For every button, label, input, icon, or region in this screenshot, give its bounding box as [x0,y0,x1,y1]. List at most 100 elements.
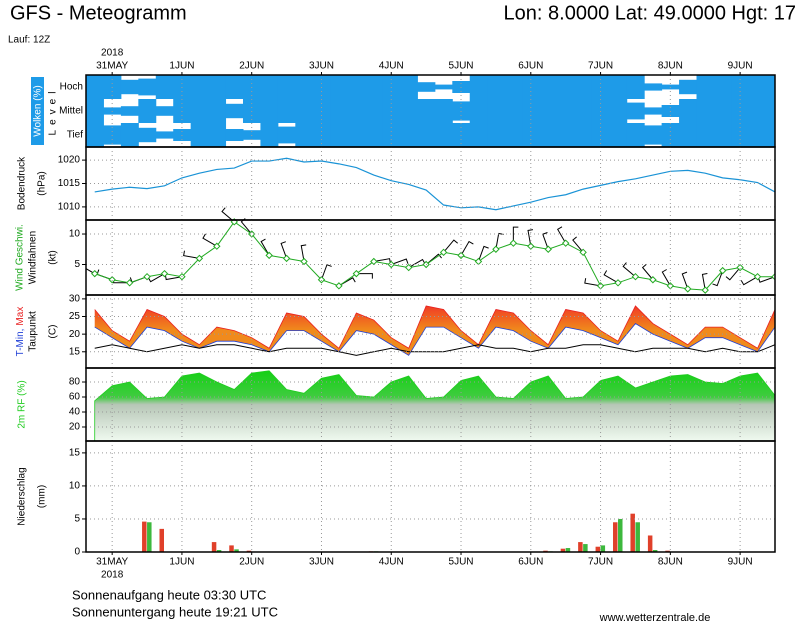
cloud-cell [696,75,715,99]
wind-barb [221,207,235,223]
y-axis-label: 2m RF (%) [17,380,28,428]
wind-barb [183,250,200,259]
wind-barb [96,269,113,281]
x-tick-label: 6JUN [518,61,543,72]
wind-barb [740,276,758,286]
y-axis-unit: (kt) [48,250,59,264]
wind-speed-marker [108,276,116,284]
legend-dewpoint: Taupunkt [28,311,39,352]
wind-barb [557,226,567,244]
cloud-cell [347,75,366,99]
legend-wind-barbs: Windfahnen [28,231,39,284]
cloud-cell [696,99,715,123]
wind-speed-marker [143,272,151,281]
precip-bar [229,545,234,552]
x-tick-label: 5JUN [449,557,474,568]
wind-barb [460,240,474,256]
cloud-cell [434,84,453,90]
cloud-cell [365,99,384,123]
x-tick-label: 8JUN [658,61,683,72]
cloud-cell [277,99,296,123]
run: Lauf: 12Z [8,35,50,46]
cloud-cell [138,127,157,143]
cloud-cell [556,99,575,123]
wind-speed-marker [492,245,500,253]
precip-bar [234,549,239,552]
wind-speed-line [94,221,775,291]
location: Lon: 8.0000 Lat: 49.0000 Hgt: 17 [504,2,796,24]
wind-barb [603,270,619,284]
precip-bar [216,550,222,552]
cloud-cell [155,75,174,99]
cloud-cell [574,75,593,99]
wind-speed-marker [230,218,238,226]
legend-temperature: T-Min, Max [15,307,26,357]
precip-bar [600,545,606,552]
x-tick-label: 6JUN [518,557,543,568]
y-tick-label: 1010 [58,202,81,213]
y-tick-label: 20 [69,329,81,340]
wind-barb [300,244,307,262]
x-tick-label: 31MAY [96,557,128,568]
y-axis-label: Bodendruck [17,156,28,210]
cloud-cell [609,123,628,147]
cloud-cell [260,123,279,147]
cloud-cell [330,99,349,123]
wind-speed-marker [125,279,134,287]
wind-barb [408,258,426,268]
cloud-cell [277,126,296,144]
precip-bar [565,548,571,552]
y-axis-unit: (hPa) [37,171,48,195]
cloud-cell [120,123,139,147]
y-tick-label: 5 [74,514,80,525]
cloud-cell [644,125,663,145]
wind-barb [527,229,534,247]
cloud-cell [138,99,157,123]
wind-speed-marker [701,286,709,294]
title: GFS - Meteogramm [10,2,187,24]
cloud-label-box [31,77,44,145]
cloud-cell [399,123,418,147]
wind-speed-marker [736,263,744,272]
cloud-cell [190,99,209,123]
wind-barb [512,226,519,244]
wind-speed-marker [509,239,518,247]
level-label: Mittel [59,106,83,117]
cloud-cell [225,103,244,119]
wind-barb [701,273,708,291]
cloud-cell [295,123,314,147]
cloud-cell [626,102,645,120]
cloud-cell [487,123,506,147]
cloud-cell [487,75,506,99]
x-tick-label: 2JUN [239,61,264,72]
cloud-cell [86,99,104,123]
cloud-cell [748,99,767,123]
precip-bar [211,542,217,552]
precip-bar [630,513,635,552]
wind-speed-marker [561,239,570,247]
cloud-cell [644,83,663,91]
cloud-cell [679,123,698,147]
wind-speed-marker [649,276,657,284]
cloud-cell [138,78,157,96]
wind-barb [443,239,459,253]
cloud-cell [434,99,453,123]
wind-speed-marker [527,242,535,250]
precip-bar [647,535,653,552]
cloud-cell [417,82,436,92]
cloud-cell [208,123,227,147]
cloud-cell [399,75,418,99]
wind-speed-marker [317,276,326,284]
cloud-cell [487,99,506,123]
wind-speed-marker [352,269,361,278]
x-tick-label: 1JUN [169,61,194,72]
cloud-cell [417,123,436,147]
cloud-cell [434,123,453,147]
wind-barb [356,273,373,279]
x-tick-label: 5JUN [449,61,474,72]
cloud-cell [539,99,558,123]
wind-barb [147,273,165,283]
y-tick-label: 1015 [58,178,81,189]
sunrise: Sonnenaufgang heute 03:30 UTC [72,587,266,602]
